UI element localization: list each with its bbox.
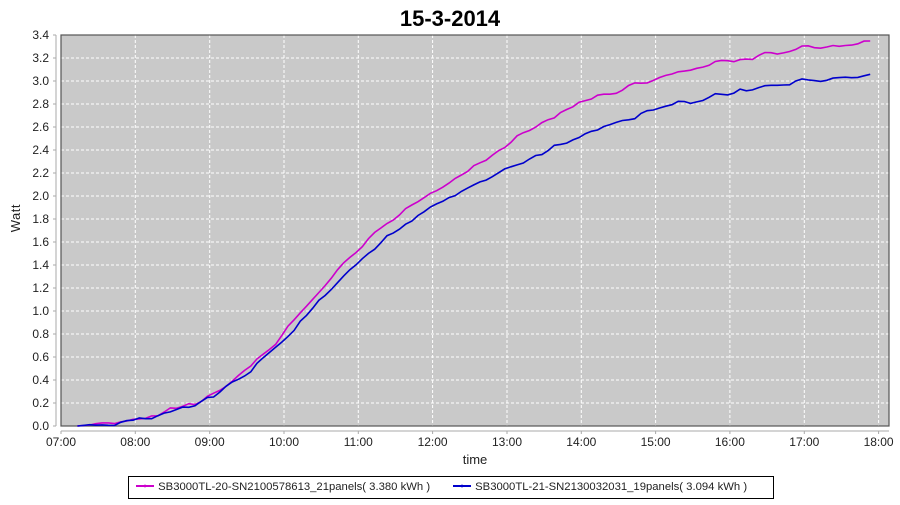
svg-text:0.8: 0.8 — [32, 327, 49, 341]
svg-text:0.0: 0.0 — [32, 419, 49, 433]
svg-text:09:00: 09:00 — [195, 435, 225, 449]
svg-text:0.6: 0.6 — [32, 350, 49, 364]
svg-text:13:00: 13:00 — [492, 435, 522, 449]
svg-text:3.2: 3.2 — [32, 51, 49, 65]
svg-text:17:00: 17:00 — [789, 435, 819, 449]
svg-text:10:00: 10:00 — [269, 435, 299, 449]
svg-text:07:00: 07:00 — [46, 435, 76, 449]
svg-text:2.8: 2.8 — [32, 97, 49, 111]
svg-text:2.4: 2.4 — [32, 143, 49, 157]
svg-text:3.0: 3.0 — [32, 74, 49, 88]
svg-text:14:00: 14:00 — [566, 435, 596, 449]
svg-text:16:00: 16:00 — [715, 435, 745, 449]
svg-text:1.4: 1.4 — [32, 258, 49, 272]
svg-text:2.6: 2.6 — [32, 120, 49, 134]
svg-text:2.2: 2.2 — [32, 166, 49, 180]
svg-text:11:00: 11:00 — [344, 435, 373, 449]
svg-text:1.0: 1.0 — [32, 304, 49, 318]
svg-text:2.0: 2.0 — [32, 189, 49, 203]
svg-text:18:00: 18:00 — [864, 435, 894, 449]
svg-text:12:00: 12:00 — [418, 435, 448, 449]
svg-text:0.2: 0.2 — [32, 396, 49, 410]
svg-text:15:00: 15:00 — [641, 435, 671, 449]
svg-text:08:00: 08:00 — [120, 435, 150, 449]
svg-text:1.6: 1.6 — [32, 235, 49, 249]
svg-text:1.2: 1.2 — [32, 281, 49, 295]
svg-text:0.4: 0.4 — [32, 373, 49, 387]
svg-text:1.8: 1.8 — [32, 212, 49, 226]
